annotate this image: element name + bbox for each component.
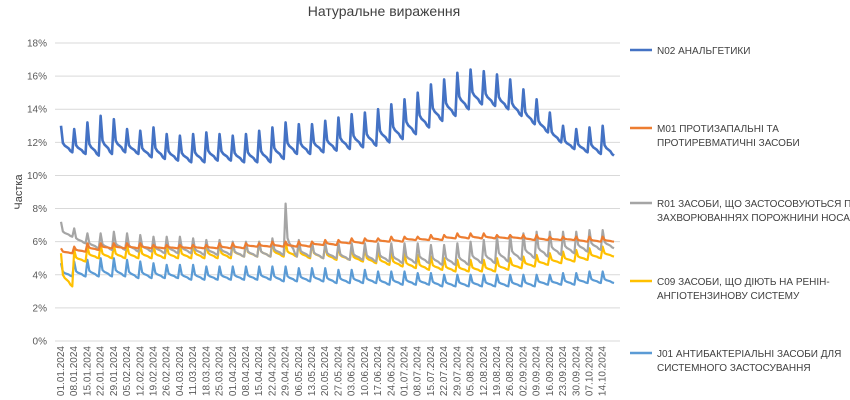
x-tick-label: 20.05.2024 (320, 346, 331, 396)
legend-label: M01 ПРОТИЗАПАЛЬНІ ТА (657, 124, 779, 135)
series-line-0 (59, 68, 615, 164)
x-tick-label: 08.04.2024 (241, 346, 252, 396)
y-tick-label: 0% (33, 337, 48, 348)
x-tick-label: 26.02.2024 (162, 346, 173, 396)
x-tick-label: 08.01.2024 (69, 346, 80, 396)
x-tick-label: 07.10.2024 (584, 346, 595, 396)
legend-label: АНГІОТЕНЗИНОВУ СИСТЕМУ (657, 291, 800, 302)
x-tick-label: 18.03.2024 (201, 346, 212, 396)
legend-label: СИСТЕМНОГО ЗАСТОСУВАННЯ (657, 363, 811, 374)
x-tick-label: 15.04.2024 (254, 346, 265, 396)
x-tick-label: 19.08.2024 (492, 346, 503, 396)
legend-label: ПРОТИРЕВМАТИЧНІ ЗАСОБИ (657, 138, 800, 149)
x-tick-label: 15.01.2024 (82, 346, 93, 396)
x-tick-label: 01.04.2024 (228, 346, 239, 396)
legend-label: C09 ЗАСОБИ, ЩО ДІЮТЬ НА РЕНІН- (657, 277, 830, 288)
x-tick-label: 24.06.2024 (386, 346, 397, 396)
legend-label: J01 АНТИБАКТЕРІАЛЬНІ ЗАСОБИ ДЛЯ (657, 349, 841, 360)
x-tick-label: 14.10.2024 (598, 346, 609, 396)
x-tick-label: 04.03.2024 (175, 346, 186, 396)
x-tick-label: 30.09.2024 (571, 346, 582, 396)
x-tick-label: 15.07.2024 (426, 346, 437, 396)
x-tick-label: 12.08.2024 (479, 346, 490, 396)
x-tick-label: 22.07.2024 (439, 346, 450, 396)
y-tick-label: 12% (27, 138, 47, 149)
x-tick-label: 11.03.2024 (188, 346, 199, 396)
legend-label: N02 АНАЛЬГЕТИКИ (657, 46, 750, 57)
x-tick-label: 03.06.2024 (347, 346, 358, 396)
legend-label: ЗАХВОРЮВАННЯХ ПОРОЖНИНИ НОСА (657, 213, 850, 224)
y-tick-label: 18% (27, 39, 47, 50)
x-axis-ticks: 01.01.2024 08.01.2024 15.01.2024 22.01.2024… (56, 346, 609, 396)
x-tick-label: 08.07.2024 (413, 346, 424, 396)
y-tick-label: 6% (33, 237, 48, 248)
series-line-4 (59, 257, 615, 288)
series-line-2 (59, 202, 615, 266)
x-tick-label: 22.04.2024 (267, 346, 278, 396)
x-tick-label: 13.05.2024 (307, 346, 318, 396)
x-tick-label: 05.08.2024 (466, 346, 477, 396)
series-line-1 (60, 232, 615, 255)
chart-title: Натуральне вираження (308, 3, 460, 19)
x-tick-label: 29.01.2024 (109, 346, 120, 396)
y-axis-ticks: 0% 2% 4% 6% 8% 10% 12% 14% 16% 18% (27, 39, 47, 348)
x-tick-label: 05.02.2024 (122, 346, 133, 396)
legend: N02 АНАЛЬГЕТИКИ M01 ПРОТИЗАПАЛЬНІ ТА ПРОТИ… (630, 46, 850, 374)
y-tick-label: 14% (27, 105, 47, 116)
x-tick-label: 29.04.2024 (281, 346, 292, 396)
y-tick-label: 8% (33, 204, 48, 215)
x-tick-label: 01.01.2024 (56, 346, 67, 396)
x-tick-label: 01.07.2024 (400, 346, 411, 396)
x-tick-label: 02.09.2024 (518, 346, 529, 396)
y-tick-label: 4% (33, 270, 48, 281)
x-tick-label: 29.07.2024 (452, 346, 463, 396)
y-tick-label: 16% (27, 72, 47, 83)
x-tick-label: 17.06.2024 (373, 346, 384, 396)
y-tick-label: 2% (33, 303, 48, 314)
series-lines (59, 68, 615, 288)
x-tick-label: 22.01.2024 (96, 346, 107, 396)
x-tick-label: 19.02.2024 (148, 346, 159, 396)
x-tick-label: 27.05.2024 (333, 346, 344, 396)
x-tick-label: 06.05.2024 (294, 346, 305, 396)
x-tick-label: 25.03.2024 (215, 346, 226, 396)
x-tick-label: 12.02.2024 (135, 346, 146, 396)
y-tick-label: 10% (27, 171, 47, 182)
x-tick-label: 10.06.2024 (360, 346, 371, 396)
x-tick-label: 16.09.2024 (545, 346, 556, 396)
gridlines (55, 42, 620, 342)
x-tick-label: 23.09.2024 (558, 346, 569, 396)
legend-label: R01 ЗАСОБИ, ЩО ЗАСТОСОВУЮТЬСЯ ПРИ (657, 199, 850, 210)
x-tick-label: 09.09.2024 (532, 346, 543, 396)
y-axis-title: Частка (13, 174, 25, 210)
x-tick-label: 26.08.2024 (505, 346, 516, 396)
